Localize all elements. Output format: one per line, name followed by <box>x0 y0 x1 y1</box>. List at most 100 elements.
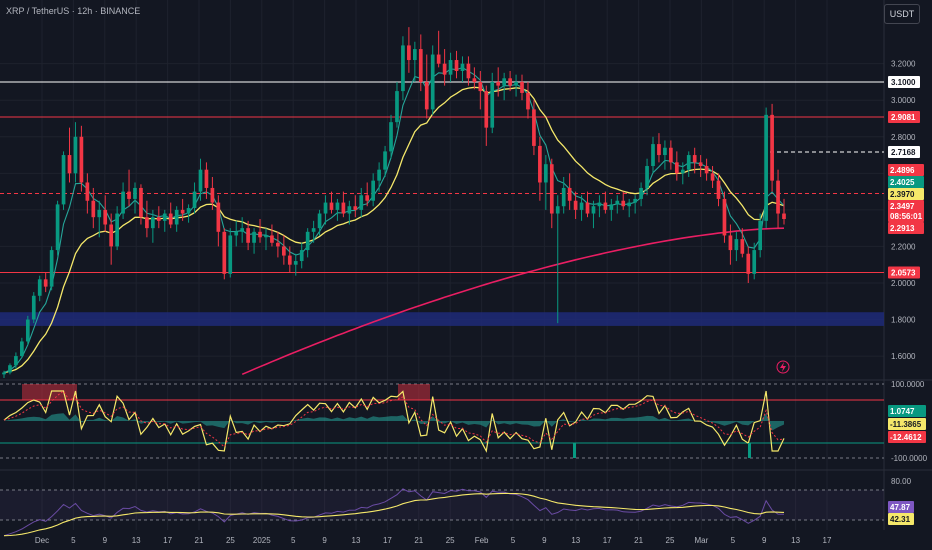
candle-body <box>770 114 774 181</box>
time-tick-label: 21 <box>195 536 204 545</box>
candle-body <box>710 173 715 181</box>
candle-body <box>722 198 727 236</box>
time-tick-label: 9 <box>762 536 767 545</box>
ma-fast-line <box>3 66 785 374</box>
candle-body <box>299 250 304 262</box>
candle-body <box>383 151 387 170</box>
candle-body <box>109 224 114 247</box>
main-pane[interactable] <box>0 0 932 530</box>
osc1-signal-line <box>3 390 785 448</box>
candle-body <box>496 81 501 86</box>
currency-button[interactable]: USDT <box>884 4 920 24</box>
candle-body <box>752 250 757 274</box>
candle-body <box>520 81 524 93</box>
oscillator-2-pane[interactable]: 80.00 47.87 42.31 <box>0 477 914 537</box>
candle-body <box>734 239 739 251</box>
oscillator-1-pane[interactable]: 100.0000 -100.0000 1.0747 -11.3865 -12.4612 <box>0 380 928 463</box>
lightning-icon[interactable] <box>776 360 790 374</box>
candle-body <box>371 180 376 201</box>
price-label-bg <box>888 266 920 279</box>
osc1-marker <box>573 443 576 458</box>
osc2-value-bg <box>888 513 914 525</box>
time-axis[interactable]: Dec 5 9 13 17 21 25 2025 5 9 13 17 21 25 Feb 5 9 13 17 21 25… <box>35 536 832 545</box>
candle-body <box>543 164 548 183</box>
price-label: 2.0573 <box>891 269 916 278</box>
osc1-marker <box>748 443 751 458</box>
candle-body <box>573 200 578 210</box>
candle-body <box>151 217 155 229</box>
candle-body <box>579 202 584 210</box>
candle-body <box>103 209 108 225</box>
price-tick-label: 2.8000 <box>891 133 916 142</box>
candle-body <box>651 144 655 167</box>
candle-body <box>478 81 483 92</box>
time-tick-label: 5 <box>291 536 296 545</box>
time-tick-label: 17 <box>823 536 832 545</box>
time-tick-label: 17 <box>383 536 392 545</box>
candle-body <box>412 49 417 61</box>
time-tick-label: 2025 <box>253 536 271 545</box>
price-label: 2.9081 <box>891 113 916 122</box>
candle-body <box>121 191 125 214</box>
osc1-value: -12.4612 <box>890 433 922 442</box>
ma-200-line <box>241 227 785 376</box>
candle-body <box>532 109 536 146</box>
candle-body <box>276 242 280 247</box>
candle-body <box>686 155 691 170</box>
price-tick-label: 1.8000 <box>891 316 916 325</box>
chart-title: XRP / TetherUS · 12h · BINANCE <box>6 6 141 16</box>
price-label-bg <box>888 164 924 176</box>
candle-body <box>591 206 596 214</box>
candle-body <box>192 191 197 209</box>
candle-body <box>252 231 256 243</box>
candle-body <box>621 200 626 207</box>
candle-body <box>746 253 751 274</box>
candle-body <box>270 235 274 243</box>
candle-body <box>258 231 262 238</box>
candle-body <box>222 231 227 274</box>
candle-body <box>526 92 530 110</box>
price-label: 2.4896 <box>890 166 915 175</box>
candle-body <box>20 341 24 357</box>
candle-body <box>645 166 649 188</box>
osc2-line <box>3 488 785 537</box>
candle-body <box>436 54 441 64</box>
candle-body <box>609 204 614 210</box>
time-tick-label: 5 <box>511 536 516 545</box>
candle-body <box>764 114 768 221</box>
candle-body <box>538 145 542 183</box>
candle-body <box>603 202 608 210</box>
price-label-bg <box>888 176 924 188</box>
price-axis[interactable]: 3.20003.00002.80002.60002.40002.20002.00… <box>888 60 924 361</box>
price-label: 2.3497 <box>890 202 915 211</box>
candle-body <box>180 209 185 214</box>
candle-body <box>43 279 48 287</box>
candle-body <box>341 202 346 214</box>
osc2-value-bg <box>888 501 914 513</box>
candle-body <box>776 180 780 214</box>
candle-body <box>657 144 661 156</box>
candle-body <box>669 147 673 163</box>
candle-body <box>282 246 286 256</box>
osc1-value: -11.3865 <box>890 420 922 429</box>
candle-body <box>25 319 30 342</box>
price-tick-label: 3.0000 <box>891 96 916 105</box>
time-tick-label: 17 <box>603 536 612 545</box>
candle-body <box>228 235 233 274</box>
price-label-bg <box>888 145 920 158</box>
time-tick-label: 21 <box>414 536 423 545</box>
grid <box>0 0 932 530</box>
price-tick-label: 3.2000 <box>891 60 916 69</box>
horizontal-levels[interactable] <box>0 81 884 274</box>
price-label: 08:56:01 <box>890 212 923 221</box>
candle-body <box>692 155 697 163</box>
time-tick-label: 9 <box>542 536 547 545</box>
candle-body <box>418 49 423 82</box>
candle-body <box>627 202 632 207</box>
candle-body <box>549 164 554 214</box>
candle-body <box>115 213 119 247</box>
price-tick-label: 2.2000 <box>891 242 916 251</box>
candle-body <box>555 206 560 214</box>
candle-body <box>97 209 102 218</box>
